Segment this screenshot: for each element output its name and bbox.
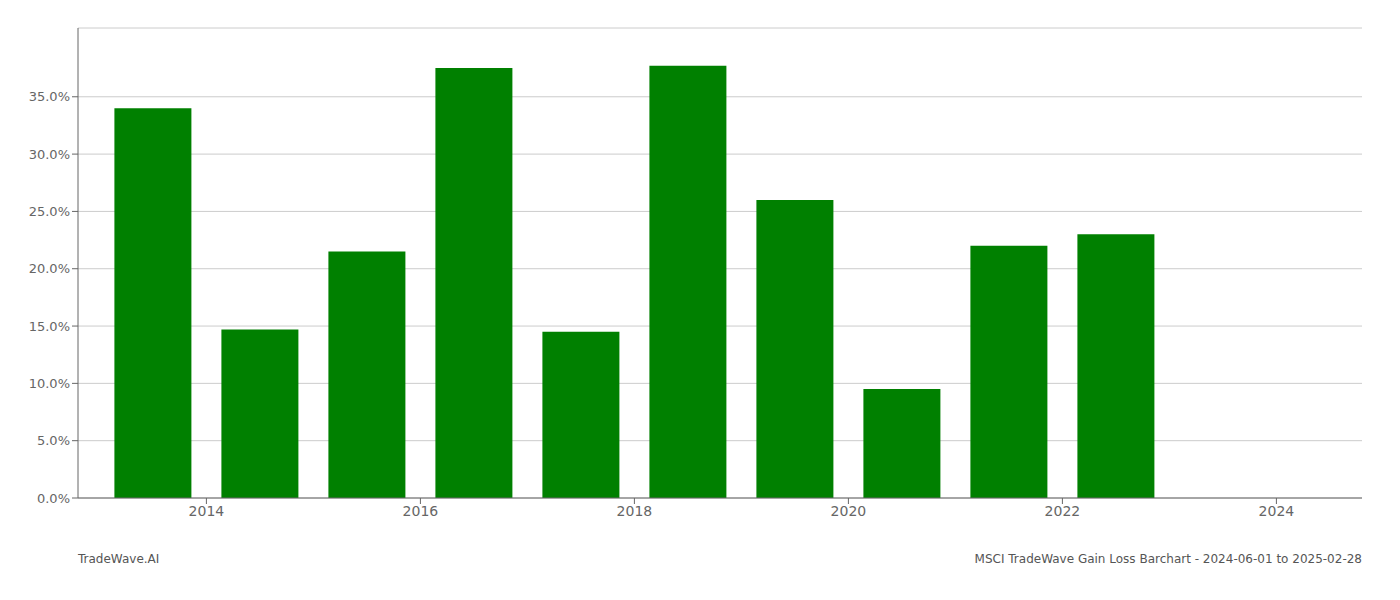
svg-text:2022: 2022: [1045, 503, 1081, 519]
svg-text:5.0%: 5.0%: [37, 433, 70, 448]
svg-text:10.0%: 10.0%: [29, 376, 70, 391]
html-text:TradeWave.AI: TradeWave.AI: [78, 552, 160, 566]
svg-text:0.0%: 0.0%: [37, 491, 70, 506]
svg-text:2020: 2020: [831, 503, 867, 519]
html-text:MSCI TradeWave Gain Loss Barch: MSCI TradeWave Gain Loss Barchart - 2024…: [974, 552, 1362, 566]
svg-text:20.0%: 20.0%: [29, 261, 70, 276]
svg-text:2014: 2014: [189, 503, 225, 519]
svg-text:15.0%: 15.0%: [29, 319, 70, 334]
svg-text:25.0%: 25.0%: [29, 204, 70, 219]
svg-text:35.0%: 35.0%: [29, 89, 70, 104]
svg-text:30.0%: 30.0%: [29, 147, 70, 162]
svg-text:2016: 2016: [403, 503, 439, 519]
svg-text:2018: 2018: [617, 503, 653, 519]
svg-text:2024: 2024: [1259, 503, 1295, 519]
